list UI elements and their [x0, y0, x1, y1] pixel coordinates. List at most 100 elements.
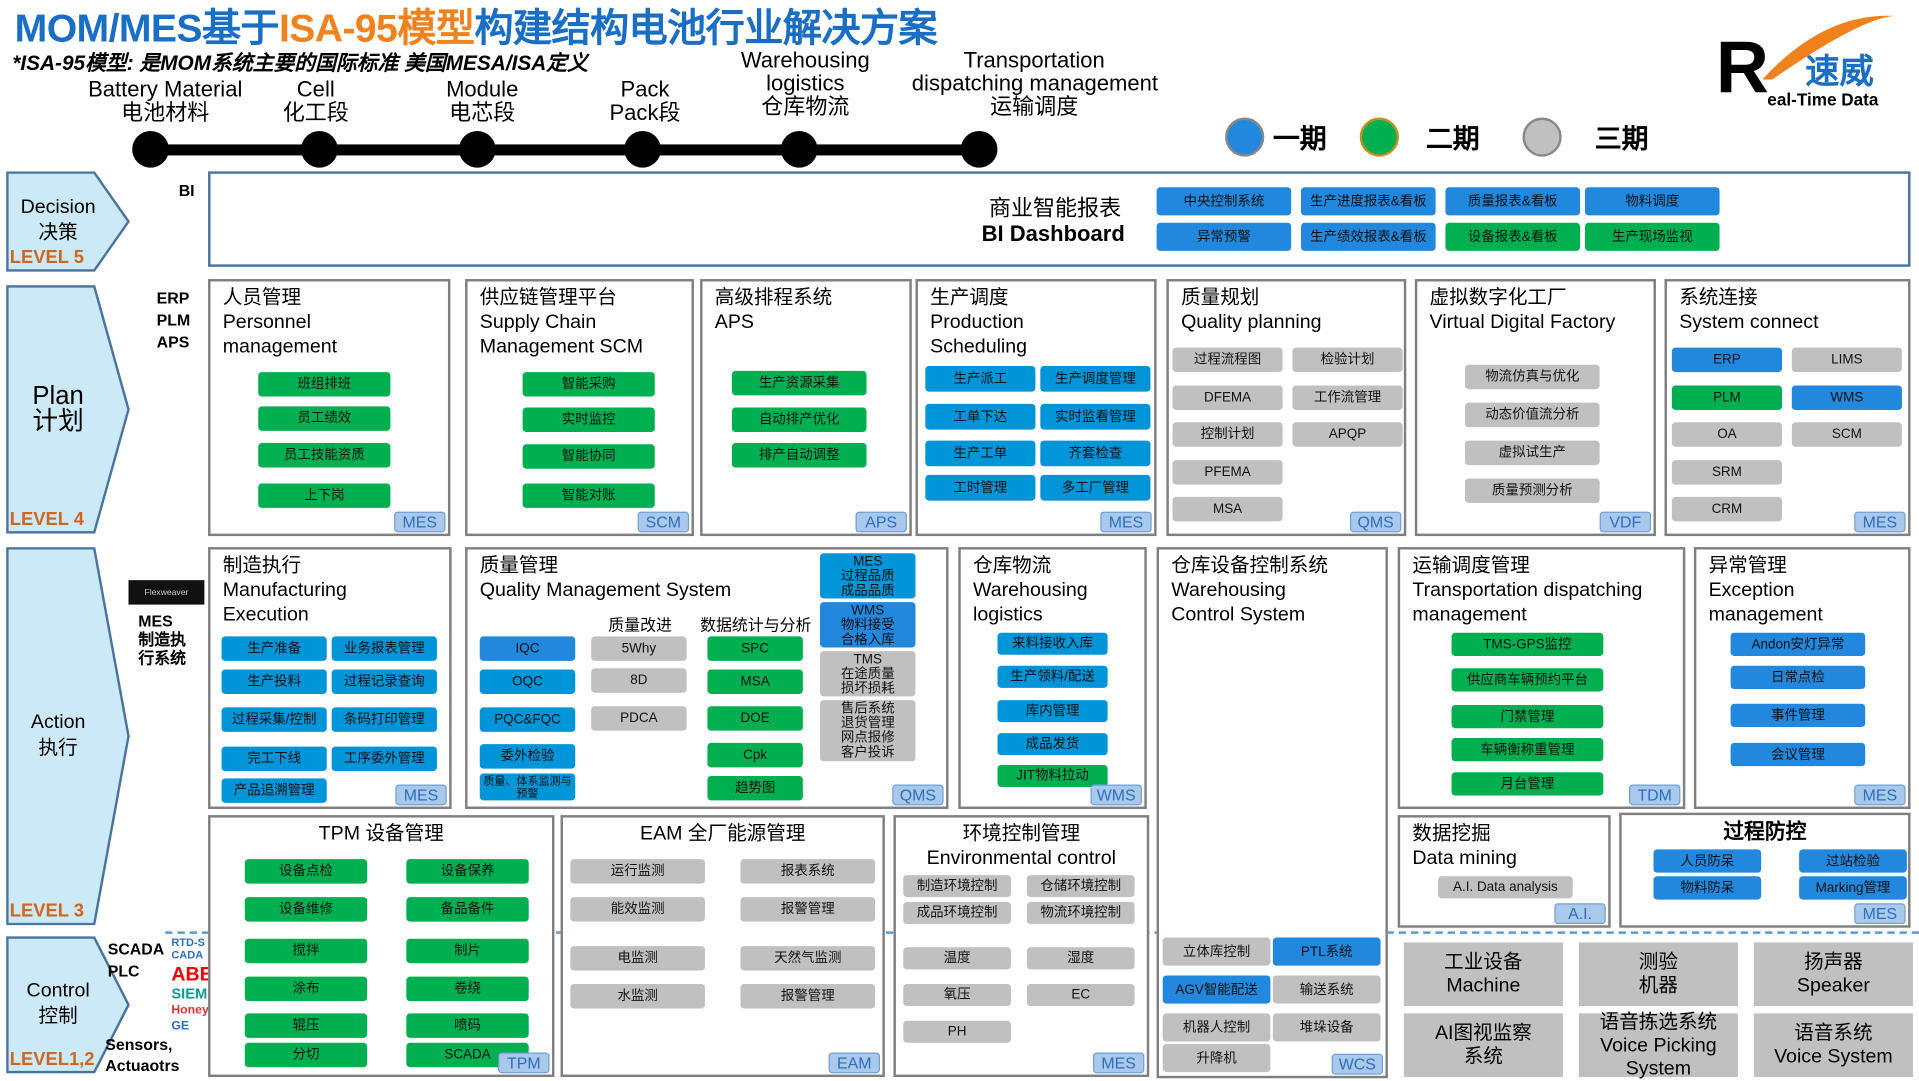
module-button[interactable]: 成品环境控制: [903, 902, 1011, 925]
module-button[interactable]: 生产准备: [221, 636, 327, 661]
module-button[interactable]: 输送系统: [1272, 975, 1381, 1004]
module-button[interactable]: 生产现场监视: [1584, 222, 1720, 251]
module-button[interactable]: 售后系统 退货管理 网点报修 客户投诉: [820, 700, 916, 762]
module-button[interactable]: 升降机: [1162, 1043, 1271, 1073]
module-button[interactable]: 物流仿真与优化: [1465, 364, 1600, 390]
module-button[interactable]: 会议管理: [1730, 742, 1866, 767]
module-button[interactable]: 报警管理: [740, 984, 876, 1009]
module-button[interactable]: 检验计划: [1292, 347, 1403, 373]
module-button[interactable]: 8D: [591, 668, 687, 693]
module-button[interactable]: 天然气监测: [740, 946, 876, 971]
module-button[interactable]: 门禁管理: [1451, 704, 1604, 729]
module-button[interactable]: 生产领料/配送: [997, 665, 1108, 688]
module-button[interactable]: 业务报表管理: [331, 636, 437, 661]
module-button[interactable]: 实时监看管理: [1040, 403, 1151, 430]
module-button[interactable]: 制片: [406, 938, 529, 964]
module-button[interactable]: 设备保养: [406, 859, 529, 884]
module-button[interactable]: PH: [903, 1020, 1011, 1043]
module-button[interactable]: 实时监控: [522, 407, 655, 433]
module-button[interactable]: TMS-GPS监控: [1451, 632, 1604, 657]
module-button[interactable]: 立体库控制: [1162, 937, 1271, 966]
module-button[interactable]: 物流环境控制: [1026, 902, 1135, 925]
module-button[interactable]: 物料调度: [1584, 187, 1720, 216]
module-button[interactable]: JIT物料拉动: [997, 764, 1108, 787]
module-button[interactable]: 运行监测: [570, 859, 705, 884]
module-button[interactable]: Marking管理: [1799, 876, 1907, 900]
module-button[interactable]: IQC: [479, 636, 576, 661]
module-button[interactable]: 生产投料: [221, 669, 327, 694]
module-button[interactable]: 工序委外管理: [331, 746, 437, 772]
module-button[interactable]: 智能对账: [522, 483, 655, 508]
module-button[interactable]: 过程记录查询: [331, 669, 437, 694]
module-button[interactable]: 过站检验: [1799, 849, 1907, 873]
module-button[interactable]: 设备维修: [244, 897, 368, 922]
module-button[interactable]: 生产调度管理: [1040, 365, 1151, 392]
module-button[interactable]: 人员防呆: [1653, 849, 1762, 873]
module-button[interactable]: LIMS: [1791, 347, 1902, 373]
module-button[interactable]: 工单下达: [925, 403, 1036, 430]
module-button[interactable]: EC: [1026, 984, 1135, 1007]
module-button[interactable]: 动态价值流分析: [1465, 402, 1600, 428]
module-button[interactable]: 事件管理: [1730, 703, 1866, 727]
module-button[interactable]: 涂布: [244, 976, 368, 1002]
module-button[interactable]: 生产资源采集: [731, 370, 867, 396]
module-button[interactable]: WMS 物料接受 合格入库: [820, 602, 916, 648]
module-button[interactable]: 生产绩效报表&看板: [1301, 222, 1436, 251]
module-button[interactable]: 过程采集/控制: [221, 707, 327, 732]
module-button[interactable]: 条码打印管理: [331, 707, 437, 732]
module-button[interactable]: 委外检验: [479, 744, 576, 769]
module-button[interactable]: 报警管理: [740, 897, 876, 922]
module-button[interactable]: 车辆衡称重管理: [1451, 738, 1604, 762]
module-button[interactable]: 制造环境控制: [903, 875, 1011, 898]
module-button[interactable]: 设备报表&看板: [1445, 222, 1581, 251]
module-button[interactable]: 自动排产优化: [731, 407, 867, 433]
module-button[interactable]: 排产自动调整: [731, 443, 867, 468]
module-button[interactable]: 班组排班: [258, 372, 391, 397]
module-button[interactable]: 完工下线: [221, 746, 327, 772]
module-button[interactable]: PQC&FQC: [479, 707, 576, 732]
module-button[interactable]: 库内管理: [997, 700, 1108, 723]
module-button[interactable]: OQC: [479, 669, 576, 694]
module-button[interactable]: 辊压: [244, 1013, 368, 1038]
module-button[interactable]: 供应商车辆预约平台: [1451, 668, 1604, 692]
module-button[interactable]: 生产派工: [925, 365, 1036, 392]
module-button[interactable]: 虚拟试生产: [1465, 440, 1600, 466]
module-button[interactable]: 控制计划: [1172, 422, 1283, 447]
module-button[interactable]: Andon安灯异常: [1730, 632, 1866, 657]
module-button[interactable]: 仓储环境控制: [1026, 875, 1135, 898]
module-button[interactable]: 智能协同: [522, 444, 655, 469]
module-button[interactable]: MSA: [707, 669, 803, 694]
module-button[interactable]: PDCA: [591, 706, 687, 731]
module-button[interactable]: 成品发货: [997, 733, 1108, 756]
module-button[interactable]: 喷码: [406, 1013, 529, 1038]
module-button[interactable]: DFEMA: [1172, 385, 1283, 411]
module-button[interactable]: 员工绩效: [258, 406, 391, 431]
module-button[interactable]: 5Why: [591, 636, 687, 661]
module-button[interactable]: 分切: [244, 1042, 368, 1068]
module-button[interactable]: 备品备件: [406, 897, 529, 922]
module-button[interactable]: PTL系统: [1272, 937, 1381, 966]
module-button[interactable]: 氧压: [903, 984, 1011, 1007]
module-button[interactable]: AGV智能配送: [1162, 975, 1271, 1004]
module-button[interactable]: 齐套检查: [1040, 440, 1151, 467]
module-button[interactable]: 电监测: [570, 946, 705, 971]
module-button[interactable]: 产品追溯管理: [221, 778, 327, 803]
module-button[interactable]: 水监测: [570, 984, 705, 1009]
module-button[interactable]: 设备点检: [244, 859, 368, 884]
module-button[interactable]: 生产工单: [925, 440, 1036, 467]
module-button[interactable]: A.I. Data analysis: [1438, 876, 1573, 899]
module-button[interactable]: 工作流管理: [1292, 385, 1403, 411]
module-button[interactable]: 卷绕: [406, 976, 529, 1002]
module-button[interactable]: 物料防呆: [1653, 876, 1762, 900]
module-button[interactable]: 温度: [903, 947, 1011, 970]
module-button[interactable]: MSA: [1172, 496, 1283, 522]
module-button[interactable]: CRM: [1671, 496, 1782, 522]
module-button[interactable]: 多工厂管理: [1040, 474, 1151, 501]
module-button[interactable]: 智能采购: [522, 372, 655, 397]
module-button[interactable]: 能效监测: [570, 897, 705, 922]
module-button[interactable]: 湿度: [1026, 947, 1135, 970]
module-button[interactable]: MES 过程品质 成品品质: [820, 553, 916, 599]
module-button[interactable]: 来料接收入库: [997, 632, 1108, 655]
module-button[interactable]: DOE: [707, 706, 803, 731]
module-button[interactable]: PFEMA: [1172, 460, 1283, 485]
